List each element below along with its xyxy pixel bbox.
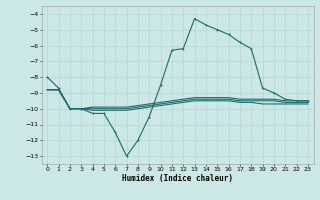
X-axis label: Humidex (Indice chaleur): Humidex (Indice chaleur) — [122, 174, 233, 183]
